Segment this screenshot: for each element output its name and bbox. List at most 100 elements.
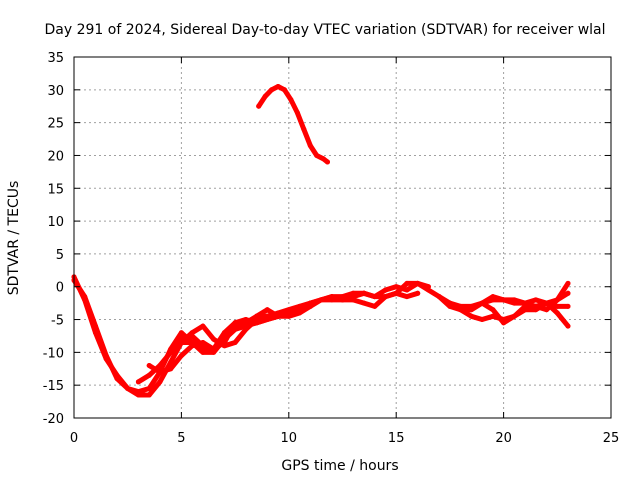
x-tick-label: 5: [177, 431, 185, 446]
plot-frame: [73, 56, 612, 419]
data-point: [135, 379, 141, 385]
data-point: [256, 103, 262, 109]
data-point: [275, 310, 281, 316]
data-point: [211, 336, 217, 342]
data-point: [501, 297, 507, 303]
data-point: [393, 290, 399, 296]
data-point: [393, 284, 399, 290]
data-point: [286, 313, 292, 319]
data-point: [288, 97, 294, 103]
y-tick-label: 10: [47, 215, 64, 230]
y-axis-label: SDTVAR / TECUs: [6, 181, 22, 296]
y-tick-label: 25: [47, 117, 64, 132]
x-axis-label: GPS time / hours: [281, 458, 398, 474]
data-point: [264, 307, 270, 313]
data-point: [501, 320, 507, 326]
data-point: [93, 323, 98, 329]
data-point: [189, 343, 195, 349]
data-point: [178, 353, 184, 359]
data-point: [372, 294, 378, 300]
y-tick-label: 15: [47, 182, 64, 197]
data-point: [318, 297, 324, 303]
data-point: [275, 84, 281, 89]
data-point: [350, 297, 356, 303]
data-point: [425, 284, 431, 290]
data-point: [146, 372, 152, 378]
data-point: [157, 369, 163, 375]
data-point: [511, 313, 517, 319]
data-point: [436, 294, 442, 300]
data-point: [282, 87, 287, 93]
data-point: [82, 294, 88, 300]
data-point: [262, 93, 268, 99]
y-tick-label: 30: [47, 84, 64, 99]
data-point: [490, 294, 496, 300]
data-point: [447, 300, 453, 306]
data-point: [211, 346, 217, 352]
data-point: [189, 333, 195, 339]
data-point: [458, 307, 464, 313]
y-tick-label: -5: [51, 314, 64, 329]
data-point: [168, 366, 174, 372]
data-point: [404, 294, 410, 300]
data-point: [103, 353, 109, 359]
data-point: [232, 340, 238, 345]
data-point: [554, 310, 560, 316]
data-point: [157, 379, 163, 385]
data-point: [533, 303, 539, 309]
y-tick-label: -20: [43, 412, 64, 427]
data-point: [383, 287, 388, 293]
data-point: [297, 303, 302, 309]
data-point: [320, 156, 326, 162]
data-point: [232, 323, 238, 329]
data-point: [415, 280, 421, 286]
data-point: [314, 153, 320, 158]
data-point: [404, 280, 410, 286]
y-tick-label: 35: [47, 51, 64, 66]
data-point: [168, 349, 174, 355]
data-point: [329, 294, 335, 300]
data-point: [146, 392, 152, 398]
data-point: [383, 294, 388, 300]
data-point: [178, 336, 184, 342]
data-point: [269, 87, 275, 93]
data-point: [325, 159, 330, 165]
data-point: [125, 386, 131, 391]
data-point: [415, 290, 421, 296]
data-point: [468, 307, 474, 313]
data-point: [264, 313, 270, 319]
data-point: [533, 297, 539, 303]
x-tick-label: 25: [603, 431, 620, 446]
data-point: [479, 300, 485, 306]
data-point: [565, 303, 571, 309]
data-point: [479, 317, 485, 322]
data-point: [221, 333, 227, 339]
data-point: [297, 310, 302, 316]
data-point: [350, 290, 356, 296]
data-point: [522, 300, 528, 306]
data-point: [544, 307, 550, 313]
data-point: [404, 287, 410, 293]
data-point: [200, 343, 206, 349]
x-tick-label: 10: [281, 431, 298, 446]
data-point: [490, 307, 496, 313]
data-point: [294, 110, 300, 116]
x-tick-label: 20: [495, 431, 512, 446]
data-point: [554, 297, 560, 303]
data-point: [565, 290, 571, 296]
y-tick-label: 0: [56, 281, 64, 296]
series-track-i: [135, 280, 431, 385]
y-tick-label: -10: [43, 346, 64, 361]
data-point: [307, 300, 313, 306]
data-point: [554, 303, 560, 309]
data-point: [372, 303, 378, 309]
data-series-group: [71, 84, 571, 398]
data-point: [361, 290, 367, 296]
data-point: [243, 326, 249, 332]
data-point: [254, 313, 260, 319]
x-tick-label: 0: [70, 431, 78, 446]
data-point: [468, 313, 474, 319]
data-point: [157, 363, 163, 368]
y-tick-label: -15: [43, 379, 64, 394]
